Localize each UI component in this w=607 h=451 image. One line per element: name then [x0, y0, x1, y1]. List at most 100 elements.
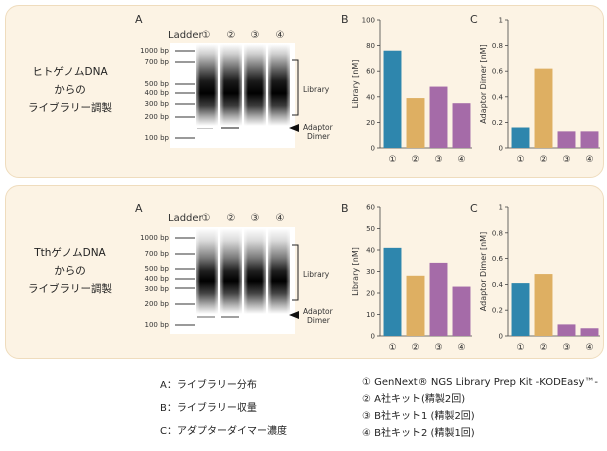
y-tick-label: 20 [366, 119, 375, 127]
gel-human: A Ladder ① ② ③ ④ 1000 bp 700 bp 500 bp 4… [135, 13, 334, 148]
side-label-line: からの [54, 265, 86, 277]
sample-lanes [196, 228, 290, 318]
x-tick-label: ④ [457, 343, 465, 353]
lane-label: ④ [276, 213, 285, 224]
y-tick-label: 0.8 [492, 42, 503, 50]
chart-panel-letter: B [341, 202, 349, 215]
y-axis-label: Adaptor Dimer [nM] [479, 44, 488, 123]
dimer-band [221, 127, 239, 129]
ladder-size: 1000 bp [140, 47, 169, 55]
lane-label: ② [227, 213, 236, 224]
y-tick-label: 0.2 [492, 119, 503, 127]
bar [429, 86, 448, 148]
bar [406, 275, 425, 336]
side-label-human: ヒトゲノムDNA からの ライブラリー調製 [10, 63, 130, 117]
dimer-arrow-icon [289, 124, 299, 132]
ladder-size-labels: 1000 bp 700 bp 500 bp 400 bp 300 bp 200 … [140, 47, 169, 142]
y-tick-label: 40 [366, 247, 375, 255]
legend-item: ③ B社キット1 (精製2回) [362, 411, 475, 422]
ladder-label: Ladder [168, 30, 204, 41]
ladder-size: 1000 bp [140, 234, 169, 242]
x-tick-label: ② [411, 155, 419, 165]
gel-tth: A Ladder ① ② ③ ④ 1000 bp 700 bp 500 bp 4… [135, 202, 334, 334]
ladder-size: 300 bp [145, 285, 170, 293]
bar [511, 283, 530, 336]
bar [580, 328, 599, 336]
dimer-band [197, 316, 215, 318]
row-panel-tth [5, 185, 604, 359]
x-tick-label: ③ [562, 343, 570, 353]
lane-label: ④ [276, 30, 285, 41]
chart-dimer-tth: C 0 0.2 0.4 0.6 0.8 1 Adaptor Dimer [nM] ① ② ③ ④ [470, 202, 600, 353]
legend-panels: A：ライブラリー分布 B：ライブラリー収量 C：アダプターダイマー濃度 [160, 374, 287, 443]
gel-panel-letter: A [135, 202, 143, 215]
sample-lanes [196, 44, 290, 129]
bar [557, 131, 576, 148]
x-tick-label: ① [516, 343, 524, 353]
y-tick-label: 80 [366, 42, 375, 50]
x-tick-label: ③ [562, 155, 570, 165]
x-tick-label: ① [388, 155, 396, 165]
x-tick-label: ④ [585, 343, 593, 353]
chart-library-human: B 0 20 40 60 80 100 Library [nM] ① ② ③ ④ [341, 13, 472, 165]
y-tick-label: 60 [366, 68, 375, 76]
legend-item: ① GenNext® NGS Library Prep Kit -KODEasy… [362, 377, 598, 388]
bar [511, 127, 530, 148]
x-tick-label: ① [516, 155, 524, 165]
bar [383, 50, 402, 148]
dimer-annotation: Dimer [307, 316, 331, 325]
y-tick-label: 30 [366, 268, 375, 276]
library-bracket [292, 244, 299, 301]
ladder-size: 100 bp [145, 321, 170, 329]
ladder-size: 500 bp [145, 265, 170, 273]
dimer-arrow-icon [289, 311, 299, 319]
library-annotation: Library [303, 85, 330, 94]
side-label-tth: TthゲノムDNA からの ライブラリー調製 [10, 244, 130, 298]
ladder-label: Ladder [168, 213, 204, 224]
y-tick-label: 20 [366, 290, 375, 298]
side-label-line: TthゲノムDNA [34, 247, 106, 259]
y-axis-label: Adaptor Dimer [nM] [479, 232, 488, 311]
bar [406, 98, 425, 148]
y-tick-label: 0 [371, 333, 375, 341]
legend-item: ④ B社キット2 (精製1回) [362, 428, 475, 439]
y-tick-label: 40 [366, 93, 375, 101]
y-tick-label: 0.4 [492, 93, 504, 101]
chart-panel-letter: C [470, 202, 478, 215]
x-tick-label: ③ [434, 155, 442, 165]
y-tick-label: 50 [366, 225, 375, 233]
lane-label: ③ [251, 213, 260, 224]
lane-label: ① [202, 30, 211, 41]
y-tick-label: 1 [499, 204, 503, 212]
y-tick-label: 0.2 [492, 307, 503, 315]
bar [452, 103, 471, 148]
dimer-band [221, 316, 239, 318]
dimer-annotation: Dimer [307, 132, 331, 141]
legend-item: C：アダプターダイマー濃度 [160, 426, 287, 437]
bar [534, 68, 553, 148]
ladder-size-labels: 1000 bp 700 bp 500 bp 400 bp 300 bp 200 … [140, 234, 169, 329]
bar [452, 286, 471, 336]
legend-item: B：ライブラリー収量 [160, 403, 257, 414]
x-tick-label: ② [411, 343, 419, 353]
bar [557, 324, 576, 336]
ladder-bands [175, 237, 195, 326]
ladder-size: 400 bp [145, 275, 170, 283]
bar [580, 131, 599, 148]
x-tick-label: ② [539, 343, 547, 353]
y-tick-label: 100 [362, 17, 375, 25]
gel-panel-letter: A [135, 13, 143, 26]
ladder-size: 200 bp [145, 113, 170, 121]
chart-panel-letter: C [470, 13, 478, 26]
bar [429, 262, 448, 336]
x-tick-label: ① [388, 343, 396, 353]
library-bracket [292, 59, 299, 116]
side-label-line: ライブラリー調製 [28, 283, 112, 295]
ladder-size: 100 bp [145, 134, 170, 142]
library-annotation: Library [303, 270, 330, 279]
ladder-size: 500 bp [145, 80, 170, 88]
adaptor-annotation: Adaptor [303, 307, 334, 316]
x-tick-label: ④ [457, 155, 465, 165]
y-tick-label: 0.4 [492, 281, 504, 289]
